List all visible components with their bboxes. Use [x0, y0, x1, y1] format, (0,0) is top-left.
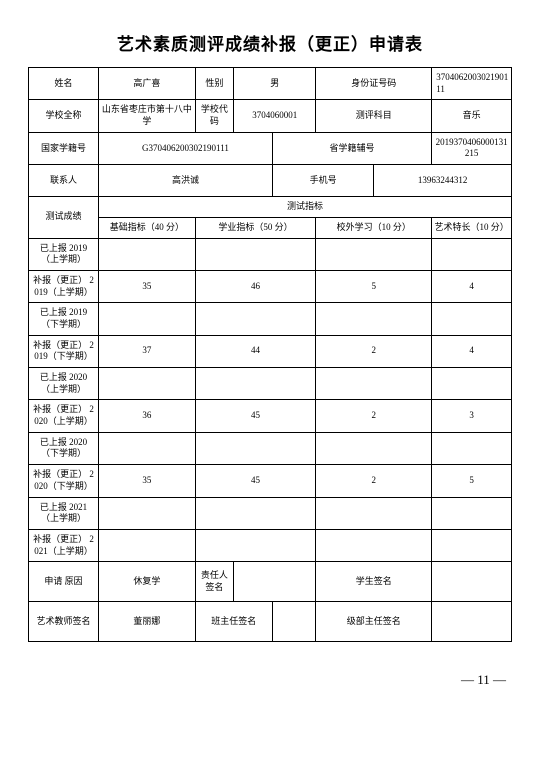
- row2-a: 35: [99, 270, 196, 302]
- reason-value: 休复学: [99, 562, 196, 602]
- reason-label: 申请 原因: [29, 562, 99, 602]
- row7-label: 已上报 2020（下学期）: [29, 432, 99, 464]
- subject-label: 测评科目: [316, 100, 432, 132]
- class-teacher-label: 班主任签名: [195, 602, 272, 642]
- row4-label: 补报（更正） 2019（下学期）: [29, 335, 99, 367]
- row1-label: 已上报 2019（上学期）: [29, 238, 99, 270]
- row8-c: 2: [316, 465, 432, 497]
- phone-label: 手机号: [272, 165, 373, 197]
- row2-c: 5: [316, 270, 432, 302]
- row8-label: 补报（更正） 2020（下学期）: [29, 465, 99, 497]
- natid-label: 国家学籍号: [29, 132, 99, 164]
- row5-label: 已上报 2020（上学期）: [29, 368, 99, 400]
- name-label: 姓名: [29, 68, 99, 100]
- row2-b: 46: [195, 270, 316, 302]
- row8-a: 35: [99, 465, 196, 497]
- row4-d: 4: [432, 335, 512, 367]
- contact-value: 高洪诚: [99, 165, 273, 197]
- row2-d: 4: [432, 270, 512, 302]
- schoolcode-label: 学校代码: [195, 100, 234, 132]
- phone-value: 13963244312: [374, 165, 512, 197]
- page-title: 艺术素质测评成绩补报（更正）申请表: [28, 30, 512, 55]
- id-label: 身份证号码: [316, 68, 432, 100]
- row4-c: 2: [316, 335, 432, 367]
- row10-label: 补报（更正） 2021（上学期）: [29, 529, 99, 561]
- metrics-row-label: 测试成绩: [29, 197, 99, 238]
- row6-label: 补报（更正） 2020（上学期）: [29, 400, 99, 432]
- row6-c: 2: [316, 400, 432, 432]
- id-value: 370406200302190111: [432, 68, 512, 100]
- row6-b: 45: [195, 400, 316, 432]
- metric-col-4: 艺术特长（10 分）: [432, 217, 512, 238]
- art-teacher-label: 艺术教师签名: [29, 602, 99, 642]
- student-sign-label: 学生签名: [316, 562, 432, 602]
- row6-a: 36: [99, 400, 196, 432]
- duty-sign-label: 责任人 签名: [195, 562, 234, 602]
- row8-b: 45: [195, 465, 316, 497]
- grade-head-label: 级部主任签名: [316, 602, 432, 642]
- metrics-group-label: 测试指标: [99, 197, 512, 218]
- subject-value: 音乐: [432, 100, 512, 132]
- page-number: — 11 —: [28, 672, 512, 688]
- provid-value: 2019370406000131215: [432, 132, 512, 164]
- row4-b: 44: [195, 335, 316, 367]
- row2-label: 补报（更正） 2019（上学期）: [29, 270, 99, 302]
- art-teacher-value: 董丽娜: [99, 602, 196, 642]
- application-form-table: 姓名 高广喜 性别 男 身份证号码 370406200302190111 学校全…: [28, 67, 512, 642]
- schoolcode-value: 3704060001: [234, 100, 316, 132]
- row6-d: 3: [432, 400, 512, 432]
- provid-label: 省学籍辅号: [272, 132, 431, 164]
- row9-label: 已上报 2021（上学期）: [29, 497, 99, 529]
- row3-label: 已上报 2019（下学期）: [29, 303, 99, 335]
- name-value: 高广喜: [99, 68, 196, 100]
- metric-col-3: 校外学习（10 分）: [316, 217, 432, 238]
- row8-d: 5: [432, 465, 512, 497]
- contact-label: 联系人: [29, 165, 99, 197]
- sex-label: 性别: [195, 68, 234, 100]
- school-label: 学校全称: [29, 100, 99, 132]
- metric-col-1: 基础指标（40 分）: [99, 217, 196, 238]
- sex-value: 男: [234, 68, 316, 100]
- row4-a: 37: [99, 335, 196, 367]
- metric-col-2: 学业指标（50 分）: [195, 217, 316, 238]
- school-value: 山东省枣庄市第十八中学: [99, 100, 196, 132]
- natid-value: G370406200302190111: [99, 132, 273, 164]
